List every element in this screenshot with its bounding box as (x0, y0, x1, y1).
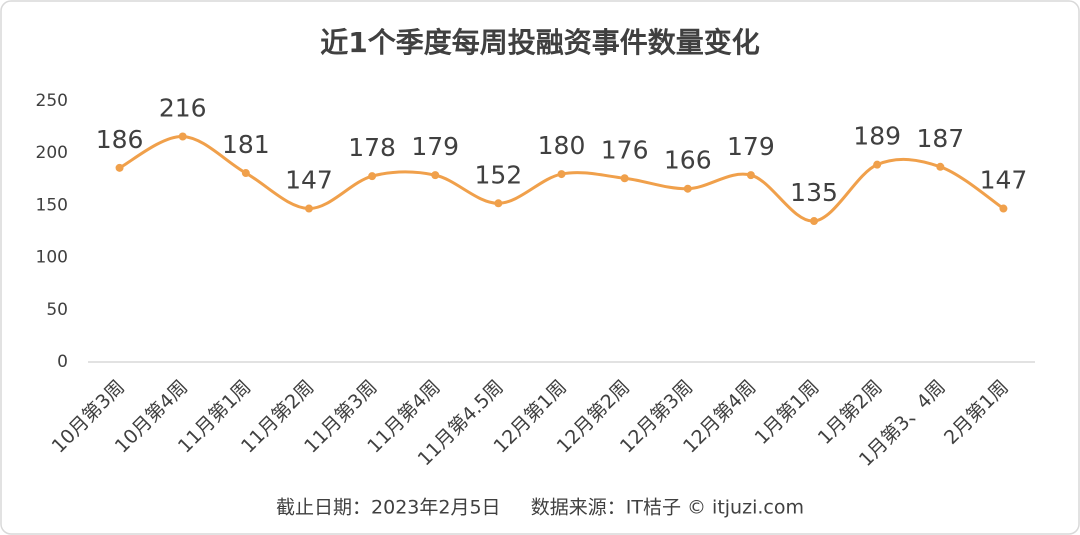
data-label: 135 (790, 178, 838, 207)
data-label: 176 (601, 135, 649, 164)
point (936, 162, 945, 171)
point (557, 170, 566, 179)
footer: 截止日期：2023年2月5日 数据来源：IT桔子 © itjuzi.com (276, 497, 804, 519)
y-tick-label: 0 (57, 352, 68, 372)
point (746, 171, 755, 180)
point (178, 132, 187, 141)
chart-title: 近1个季度每周投融资事件数量变化 (320, 26, 759, 59)
data-label: 178 (348, 133, 396, 162)
point (620, 174, 629, 183)
data-label: 179 (727, 132, 775, 161)
data-label: 179 (411, 132, 459, 161)
point (304, 204, 313, 213)
point (368, 172, 377, 181)
point (810, 217, 819, 226)
data-label: 216 (159, 93, 207, 122)
y-tick-label: 100 (36, 248, 68, 268)
data-label: 152 (475, 160, 523, 189)
point (999, 204, 1008, 213)
data-label: 186 (96, 125, 144, 154)
point (494, 199, 503, 208)
data-label: 147 (285, 166, 333, 195)
y-tick-label: 200 (36, 143, 68, 163)
point (115, 163, 124, 172)
data-label: 181 (222, 130, 270, 159)
y-tick-label: 50 (46, 300, 68, 320)
data-label: 187 (916, 124, 964, 153)
point (431, 171, 440, 180)
data-label: 147 (980, 166, 1028, 195)
y-tick-label: 150 (36, 195, 68, 215)
y-tick-label: 250 (36, 91, 68, 111)
data-label: 166 (664, 146, 712, 175)
point (683, 184, 692, 193)
data-label: 189 (853, 122, 901, 151)
data-label: 180 (538, 131, 586, 160)
point (241, 169, 250, 178)
point (873, 160, 882, 169)
